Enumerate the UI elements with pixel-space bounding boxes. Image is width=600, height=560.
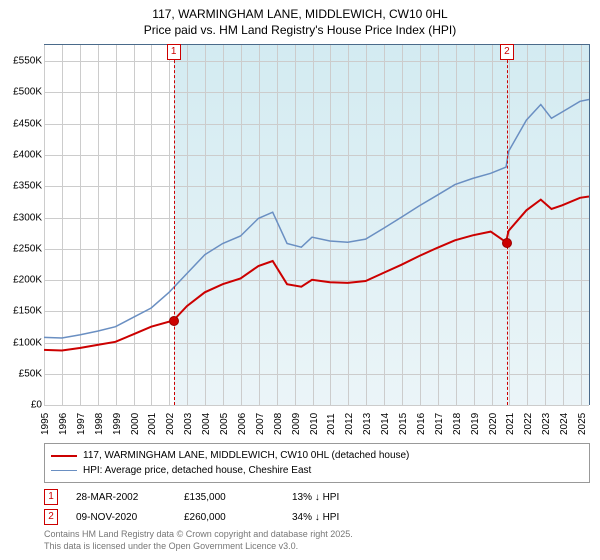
x-axis-label: 2001 bbox=[147, 413, 158, 435]
x-axis-label: 2002 bbox=[165, 413, 176, 435]
event-marker bbox=[502, 238, 512, 248]
x-axis-label: 2016 bbox=[416, 413, 427, 435]
y-axis-label: £300K bbox=[0, 212, 44, 223]
y-axis-label: £200K bbox=[0, 275, 44, 286]
event-row: 2 09-NOV-2020 £260,000 34% ↓ HPI bbox=[44, 509, 590, 525]
event-badge: 2 bbox=[500, 44, 514, 60]
y-axis-label: £550K bbox=[0, 56, 44, 67]
event-row: 1 28-MAR-2002 £135,000 13% ↓ HPI bbox=[44, 489, 590, 505]
x-axis-label: 1998 bbox=[94, 413, 105, 435]
x-axis-label: 2019 bbox=[470, 413, 481, 435]
legend-swatch bbox=[51, 470, 77, 471]
event-delta: 13% ↓ HPI bbox=[292, 492, 382, 503]
event-line bbox=[174, 45, 175, 405]
y-axis-label: £0 bbox=[0, 400, 44, 411]
event-badge: 1 bbox=[167, 44, 181, 60]
y-axis-label: £500K bbox=[0, 87, 44, 98]
x-axis-label: 2005 bbox=[219, 413, 230, 435]
x-axis-label: 2003 bbox=[183, 413, 194, 435]
x-axis-label: 1995 bbox=[40, 413, 51, 435]
plot: £0£50K£100K£150K£200K£250K£300K£350K£400… bbox=[44, 45, 589, 405]
x-axis-label: 2023 bbox=[541, 413, 552, 435]
event-date: 28-MAR-2002 bbox=[76, 492, 166, 503]
grid-h bbox=[44, 405, 589, 406]
x-axis-label: 2009 bbox=[291, 413, 302, 435]
title-line2: Price paid vs. HM Land Registry's House … bbox=[0, 22, 600, 38]
x-axis-label: 2017 bbox=[434, 413, 445, 435]
legend-item: HPI: Average price, detached house, Ches… bbox=[51, 463, 583, 478]
x-axis-label: 2025 bbox=[577, 413, 588, 435]
y-axis-label: £250K bbox=[0, 243, 44, 254]
x-axis-label: 2021 bbox=[505, 413, 516, 435]
x-axis-label: 2000 bbox=[130, 413, 141, 435]
x-axis-label: 1999 bbox=[112, 413, 123, 435]
x-axis-label: 2018 bbox=[452, 413, 463, 435]
event-price: £135,000 bbox=[184, 492, 274, 503]
x-axis-label: 2014 bbox=[380, 413, 391, 435]
event-line bbox=[507, 45, 508, 405]
x-axis-label: 1996 bbox=[58, 413, 69, 435]
event-date: 09-NOV-2020 bbox=[76, 512, 166, 523]
chart-title: 117, WARMINGHAM LANE, MIDDLEWICH, CW10 0… bbox=[0, 0, 600, 38]
y-axis-label: £350K bbox=[0, 181, 44, 192]
event-id-badge: 1 bbox=[44, 489, 58, 505]
x-axis-label: 2004 bbox=[201, 413, 212, 435]
footer-line2: This data is licensed under the Open Gov… bbox=[44, 541, 590, 553]
x-axis-label: 2008 bbox=[273, 413, 284, 435]
legend: 117, WARMINGHAM LANE, MIDDLEWICH, CW10 0… bbox=[44, 443, 590, 483]
x-axis-label: 2012 bbox=[344, 413, 355, 435]
event-delta: 34% ↓ HPI bbox=[292, 512, 382, 523]
x-axis-label: 2013 bbox=[362, 413, 373, 435]
x-axis-label: 2015 bbox=[398, 413, 409, 435]
legend-item: 117, WARMINGHAM LANE, MIDDLEWICH, CW10 0… bbox=[51, 448, 583, 463]
x-axis-label: 2010 bbox=[309, 413, 320, 435]
chart-area: £0£50K£100K£150K£200K£250K£300K£350K£400… bbox=[44, 44, 590, 405]
y-axis-label: £400K bbox=[0, 149, 44, 160]
legend-label: HPI: Average price, detached house, Ches… bbox=[83, 463, 311, 478]
footer: Contains HM Land Registry data © Crown c… bbox=[44, 529, 590, 552]
event-marker bbox=[169, 316, 179, 326]
x-axis-label: 2020 bbox=[488, 413, 499, 435]
legend-swatch bbox=[51, 455, 77, 457]
x-axis-label: 2007 bbox=[255, 413, 266, 435]
x-axis-label: 2024 bbox=[559, 413, 570, 435]
x-axis-label: 1997 bbox=[76, 413, 87, 435]
legend-label: 117, WARMINGHAM LANE, MIDDLEWICH, CW10 0… bbox=[83, 448, 409, 463]
title-line1: 117, WARMINGHAM LANE, MIDDLEWICH, CW10 0… bbox=[0, 6, 600, 22]
footer-line1: Contains HM Land Registry data © Crown c… bbox=[44, 529, 590, 541]
x-axis-label: 2011 bbox=[326, 414, 337, 436]
events-table: 1 28-MAR-2002 £135,000 13% ↓ HPI 2 09-NOV-202… bbox=[44, 489, 590, 525]
y-axis-label: £100K bbox=[0, 337, 44, 348]
event-price: £260,000 bbox=[184, 512, 274, 523]
event-id-badge: 2 bbox=[44, 509, 58, 525]
y-axis-label: £150K bbox=[0, 306, 44, 317]
x-axis-label: 2022 bbox=[523, 413, 534, 435]
y-axis-label: £50K bbox=[0, 369, 44, 380]
y-axis-label: £450K bbox=[0, 118, 44, 129]
x-axis-label: 2006 bbox=[237, 413, 248, 435]
